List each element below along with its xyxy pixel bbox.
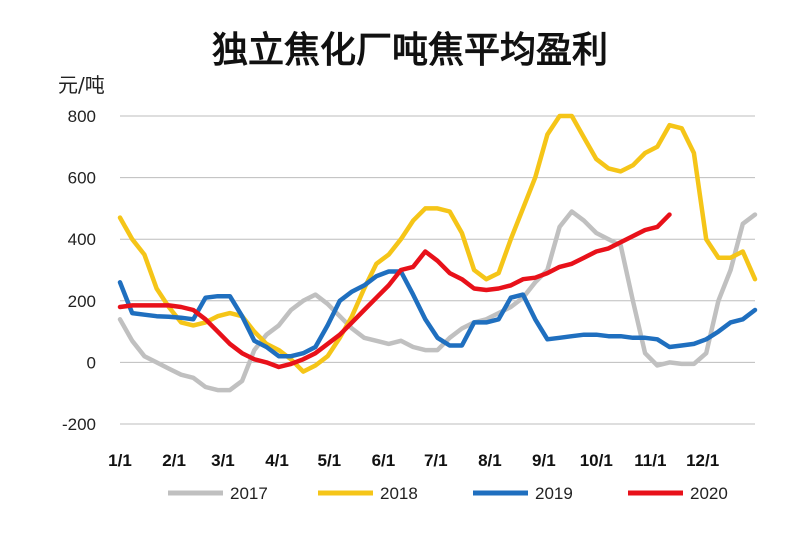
- x-tick-label: 7/1: [424, 451, 448, 470]
- series-line-2019: [117, 269, 758, 359]
- series-line-2018: [117, 113, 758, 374]
- y-axis-unit-label: 元/吨: [58, 73, 105, 97]
- legend-label-2020: 2020: [690, 484, 728, 503]
- chart-title: 独立焦化厂吨焦平均盈利: [212, 30, 608, 71]
- x-tick-label: 10/1: [580, 451, 613, 470]
- legend-label-2018: 2018: [380, 484, 418, 503]
- y-axis-ticks: 800 600 400 200 0 -200: [62, 107, 96, 434]
- x-tick-label: 12/1: [686, 451, 719, 470]
- x-tick-label: 6/1: [372, 451, 396, 470]
- y-tick-label: 800: [68, 107, 96, 126]
- series-line-2020: [117, 212, 672, 370]
- x-tick-label: 8/1: [478, 451, 502, 470]
- x-tick-label: 1/1: [108, 451, 132, 470]
- y-tick-label: -200: [62, 415, 96, 434]
- series-line-2017: [117, 209, 758, 393]
- x-tick-label: 11/1: [634, 451, 666, 470]
- legend-label-2019: 2019: [535, 484, 573, 503]
- x-tick-label: 3/1: [211, 451, 235, 470]
- x-tick-label: 4/1: [265, 451, 289, 470]
- y-tick-label: 0: [87, 353, 96, 372]
- x-tick-label: 5/1: [317, 451, 341, 470]
- x-axis-ticks: 1/1 2/1 3/1 4/1 5/1 6/1 7/1 8/1 9/1 10/1 11/1 12/1: [108, 451, 719, 470]
- y-tick-label: 600: [68, 169, 96, 188]
- grid: [120, 115, 755, 425]
- legend-label-2017: 2017: [230, 484, 268, 503]
- y-tick-label: 400: [68, 230, 96, 249]
- legend: 2017 2018 2019 2020: [168, 484, 728, 503]
- series-lines: [117, 113, 758, 393]
- y-tick-label: 200: [68, 292, 96, 311]
- x-tick-label: 9/1: [532, 451, 556, 470]
- x-tick-label: 2/1: [162, 451, 186, 470]
